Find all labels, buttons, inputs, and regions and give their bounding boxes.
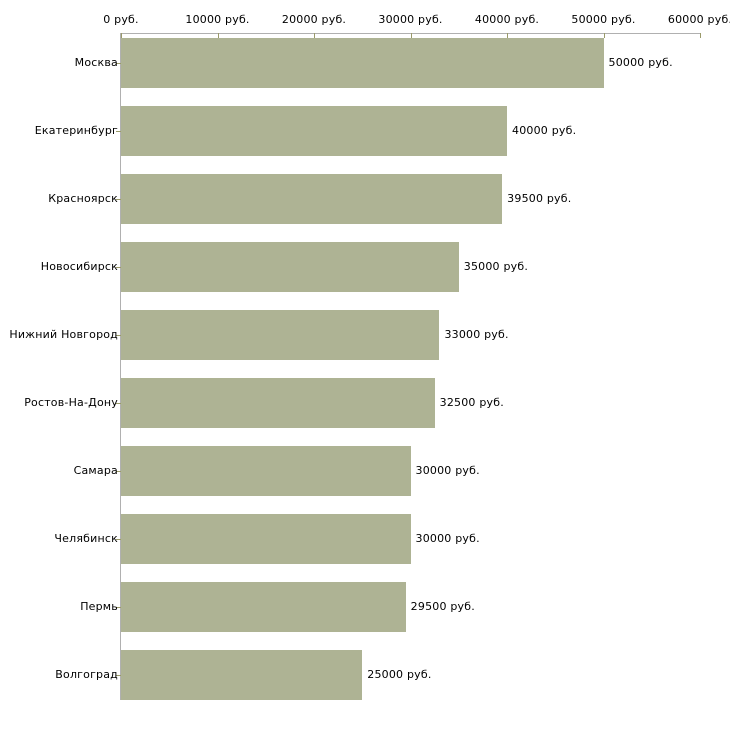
x-axis-tick-label: 60000 руб. (667, 13, 730, 26)
bar-value-label: 32500 руб. (439, 396, 504, 409)
category-label: Самара (73, 464, 118, 477)
category-label: Новосибирск (40, 260, 118, 273)
bar-value-label: 50000 руб. (608, 56, 673, 69)
bar-value-label: 39500 руб. (507, 192, 572, 205)
bar[interactable] (121, 38, 604, 88)
x-axis-tick-label: 40000 руб. (474, 13, 540, 26)
y-axis-tick (116, 267, 121, 268)
category-label: Ростов-На-Дону (24, 396, 118, 409)
x-axis-tick-label: 10000 руб. (185, 13, 250, 26)
bar-value-label: 35000 руб. (463, 260, 529, 273)
x-axis-tick (314, 33, 315, 38)
bar-value-label: 40000 руб. (512, 124, 577, 137)
bar[interactable] (121, 378, 435, 428)
y-axis-tick (116, 471, 121, 472)
category-label: Москва (74, 56, 118, 69)
bar[interactable] (121, 174, 503, 224)
y-axis-tick (116, 675, 121, 676)
x-axis-tick (410, 33, 412, 38)
x-axis-tick-label: 20000 руб. (281, 13, 347, 26)
bar-value-label: 29500 руб. (410, 600, 475, 613)
x-axis-tick (121, 33, 122, 38)
bar[interactable] (121, 650, 363, 700)
bar[interactable] (121, 310, 440, 360)
bar[interactable] (121, 514, 411, 564)
y-axis-line (120, 33, 121, 700)
category-label: Пермь (80, 600, 118, 613)
category-label: Красноярск (48, 192, 118, 205)
bar-value-label: 25000 руб. (367, 668, 432, 681)
bar[interactable] (121, 106, 507, 156)
x-axis-tick (507, 33, 508, 38)
x-axis-tick (603, 33, 605, 38)
bar[interactable] (121, 446, 411, 496)
bar[interactable] (121, 242, 459, 292)
bar-value-label: 30000 руб. (415, 464, 480, 477)
x-axis-tick-label: 30000 руб. (378, 13, 443, 26)
category-label: Нижний Новгород (9, 328, 118, 341)
y-axis-tick (116, 403, 121, 404)
y-axis-tick (116, 539, 121, 540)
bar[interactable] (121, 582, 406, 632)
y-axis-tick (116, 131, 121, 132)
y-axis-tick (116, 607, 121, 608)
x-axis-tick (217, 33, 219, 38)
category-label: Челябинск (54, 532, 118, 545)
category-label: Волгоград (55, 668, 118, 681)
y-axis-tick (116, 335, 121, 336)
bar-value-label: 33000 руб. (444, 328, 509, 341)
category-label: Екатеринбург (34, 124, 118, 137)
x-axis-tick (700, 33, 701, 38)
x-axis-tick-label: 0 руб. (103, 13, 139, 26)
bar-value-label: 30000 руб. (415, 532, 480, 545)
y-axis-tick (116, 199, 121, 200)
x-axis-tick-label: 50000 руб. (571, 13, 636, 26)
y-axis-tick (116, 63, 121, 64)
